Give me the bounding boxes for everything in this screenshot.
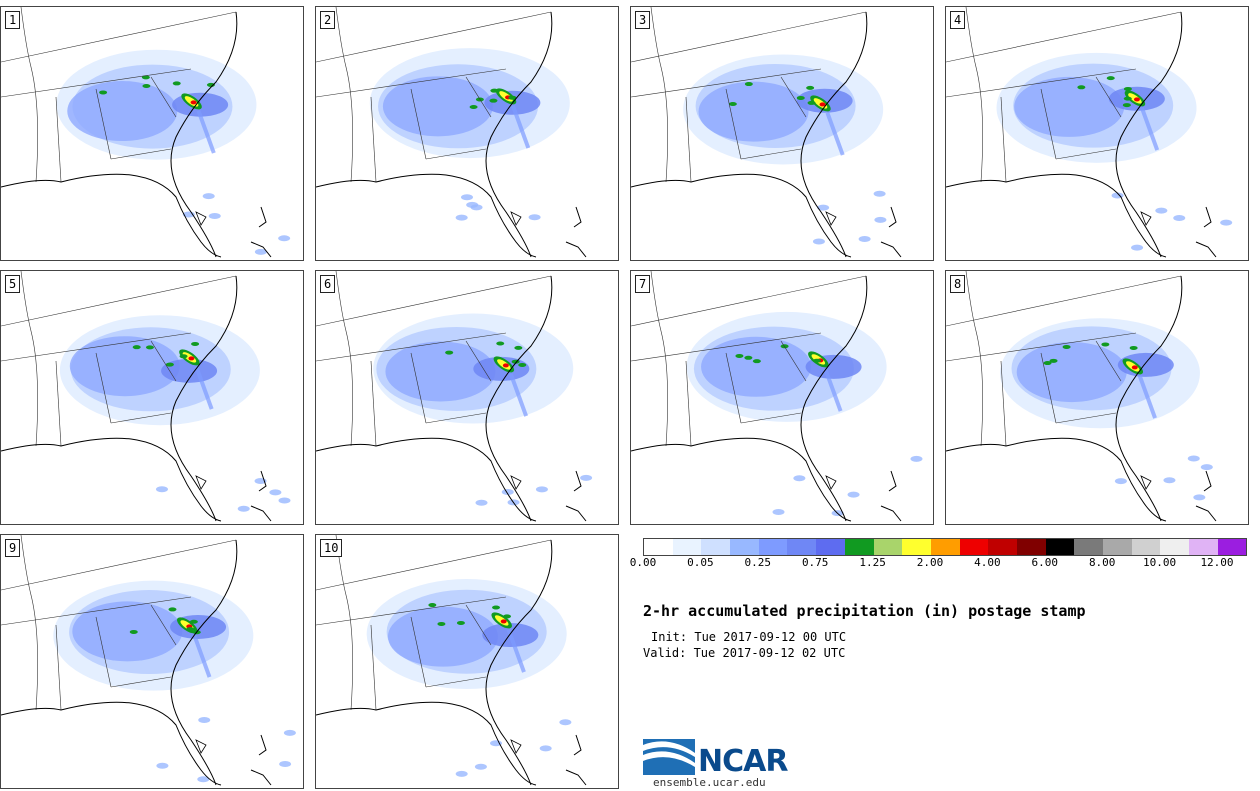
panel-number: 4 xyxy=(950,11,966,29)
colorbar-tick-label: 10.00 xyxy=(1143,556,1177,569)
ensemble-member-panel: 2 xyxy=(315,6,619,261)
colorbar-swatch xyxy=(730,539,759,555)
colorbar-swatch xyxy=(1016,539,1046,555)
colorbar-tick-label: 2.00 xyxy=(916,556,944,569)
colorbar-tick-label: 6.00 xyxy=(1031,556,1059,569)
panel-number: 5 xyxy=(5,275,21,293)
colorbar-swatch xyxy=(930,539,960,555)
ensemble-member-panel: 7 xyxy=(630,270,934,525)
ensemble-member-panel: 5 xyxy=(0,270,304,525)
plot-title: 2-hr accumulated precipitation (in) post… xyxy=(643,602,1086,620)
colorbar-tick-label: 4.00 xyxy=(974,556,1001,569)
colorbar-tick-label: 0.00 xyxy=(629,556,657,569)
ensemble-member-panel: 10 xyxy=(315,534,619,789)
ensemble-member-panel: 6 xyxy=(315,270,619,525)
panel-number: 10 xyxy=(320,539,343,557)
colorbar-swatch xyxy=(1189,539,1218,555)
valid-time: Valid: Tue 2017-09-12 02 UTC xyxy=(643,646,846,660)
ensemble-member-panel: 4 xyxy=(945,6,1249,261)
panel-number: 6 xyxy=(320,275,336,293)
colorbar-swatch xyxy=(1045,539,1075,555)
colorbar-swatch xyxy=(816,539,845,555)
colorbar-tick-label: 1.25 xyxy=(859,556,886,569)
panel-number: 8 xyxy=(950,275,966,293)
ensemble-member-panel: 8 xyxy=(945,270,1249,525)
colorbar-swatch xyxy=(758,539,788,555)
logo-url: ensemble.ucar.edu xyxy=(653,776,766,789)
init-time: Init: Tue 2017-09-12 00 UTC xyxy=(651,630,847,644)
colorbar-swatch xyxy=(1103,539,1132,555)
colorbar-swatch xyxy=(787,539,817,555)
panel-number: 9 xyxy=(5,539,21,557)
colorbar-tick-label: 0.05 xyxy=(687,556,714,569)
panel-number: 7 xyxy=(635,275,651,293)
colorbar-swatch xyxy=(1217,539,1247,555)
panel-number: 2 xyxy=(320,11,336,29)
colorbar-swatch xyxy=(672,539,702,555)
colorbar-swatch xyxy=(1074,539,1103,555)
colorbar-swatch xyxy=(844,539,874,555)
colorbar-swatch xyxy=(1160,539,1190,555)
panel-number: 3 xyxy=(635,11,651,29)
colorbar-tick-label: 0.25 xyxy=(744,556,772,569)
colorbar-swatch xyxy=(959,539,989,555)
panel-number: 1 xyxy=(5,11,21,29)
colorbar-tick-label: 0.75 xyxy=(801,556,829,569)
ncar-logo-icon xyxy=(643,739,695,775)
colorbar-swatch xyxy=(988,539,1017,555)
colorbar-swatch xyxy=(701,539,731,555)
precip-colorbar xyxy=(643,538,1248,556)
colorbar-tick-label: 12.00 xyxy=(1200,556,1234,569)
colorbar-swatch xyxy=(873,539,903,555)
colorbar-swatch xyxy=(644,539,673,555)
ensemble-member-panel: 9 xyxy=(0,534,304,789)
ensemble-member-panel: 1 xyxy=(0,6,304,261)
colorbar-swatch xyxy=(902,539,931,555)
colorbar-tick-label: 8.00 xyxy=(1088,556,1116,569)
ensemble-member-panel: 3 xyxy=(630,6,934,261)
colorbar-swatch xyxy=(1131,539,1161,555)
ncar-logo-text: NCAR xyxy=(698,744,788,779)
